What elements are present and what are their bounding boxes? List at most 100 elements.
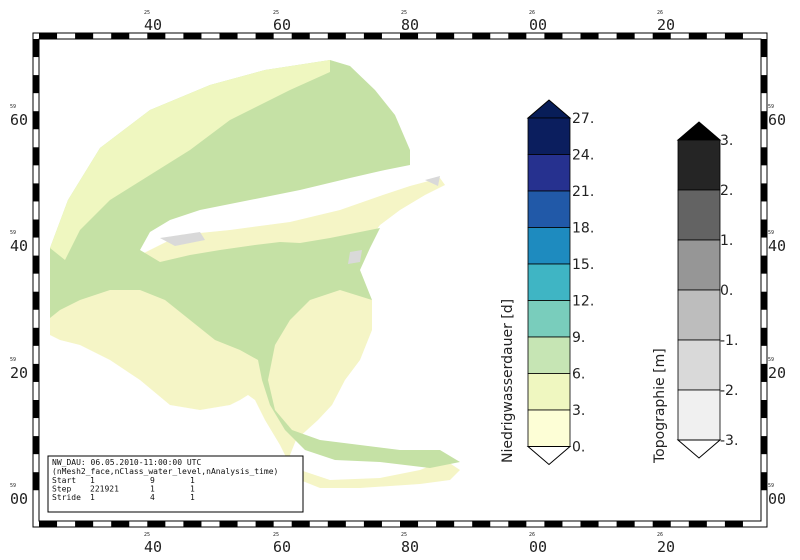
info-box: NW_DAU: 06.05.2010-11:00:00 UTC (nMesh2_… [47, 455, 304, 513]
border-segment [33, 327, 39, 346]
border-segment [761, 400, 767, 419]
x-tick-major-label: 20 [657, 16, 675, 34]
outer-shelf-region [50, 60, 330, 260]
border-segment [39, 521, 58, 527]
border-segment [472, 33, 491, 39]
y-tick-minor-label: 59 [768, 357, 774, 363]
x-tick-minor-label: 26 [529, 10, 535, 16]
info-row-value: 4 [150, 493, 155, 502]
x-tick-major-label: 00 [529, 16, 547, 34]
colorbar-cell [677, 189, 721, 241]
info-row-name: Start [52, 476, 76, 485]
y-tick-major-label: 60 [10, 111, 28, 129]
topography-colorbar: 3. 2. 1. 0. -1. -2. -3. [676, 121, 738, 459]
colorbar-tick-label: 3. [720, 133, 733, 149]
border-segment [33, 111, 39, 130]
x-tick-minor-label: 26 [657, 532, 663, 538]
info-row-value: 1 [90, 476, 95, 485]
border-segment [761, 147, 767, 166]
y-tick-major-label: 00 [768, 490, 786, 508]
info-row-value: 1 [150, 485, 155, 494]
border-segment [761, 39, 767, 58]
info-row-value: 1 [90, 493, 95, 502]
y-tick-minor-label: 59 [768, 483, 774, 489]
x-tick-minor-label: 25 [273, 10, 279, 16]
border-segment [616, 33, 635, 39]
colorbar-tick-label: 9. [572, 330, 585, 346]
border-segment [688, 33, 707, 39]
border-segment [183, 521, 202, 527]
colorbar-cell [527, 117, 571, 155]
colorbar-cell [527, 263, 571, 301]
border-segment [255, 33, 274, 39]
colorbar-tick-label: 21. [572, 184, 594, 200]
x-tick-major-label: 40 [144, 16, 162, 34]
border-segment [436, 33, 455, 39]
border-segment [544, 521, 563, 527]
border-segment [33, 400, 39, 419]
info-row-name: Stride [52, 493, 81, 502]
border-segment [75, 521, 94, 527]
border-segment [111, 33, 130, 39]
y-tick-major-label: 20 [10, 364, 28, 382]
colorbar-cell [527, 336, 571, 374]
x-tick-major-label: 60 [273, 16, 291, 34]
colorbar-cell [677, 289, 721, 341]
border-segment [761, 111, 767, 130]
colorbar-tick-label: 6. [572, 367, 585, 383]
colorbar-cell [527, 409, 571, 447]
border-segment [400, 521, 419, 527]
border-segment [33, 75, 39, 94]
border-segment [761, 363, 767, 382]
border-segment [652, 521, 671, 527]
x-tick-major-label: 80 [401, 16, 419, 34]
x-tick-major-label: 20 [657, 538, 675, 556]
border-segment [33, 39, 39, 58]
border-segment [75, 33, 94, 39]
border-segment [219, 33, 238, 39]
y-tick-major-label: 00 [10, 490, 28, 508]
border-segment [33, 291, 39, 310]
border-segment [724, 33, 743, 39]
border-segment [363, 33, 382, 39]
border-segment [544, 33, 563, 39]
info-title: NW_DAU: 06.05.2010-11:00:00 UTC [52, 458, 201, 467]
colorbar-tick-label: 0. [720, 283, 733, 299]
border-segment [291, 33, 310, 39]
x-tick-major-label: 80 [401, 538, 419, 556]
colorbar-cell [527, 190, 571, 228]
border-segment [724, 521, 743, 527]
colorbar-tick-label: 27. [572, 111, 594, 127]
x-tick-minor-label: 26 [657, 10, 663, 16]
y-tick-major-label: 60 [768, 111, 786, 129]
colorbar-cell [527, 227, 571, 265]
border-segment [761, 183, 767, 202]
info-row-value: 9 [150, 476, 155, 485]
border-segment [183, 33, 202, 39]
colorbar-tick-label: -1. [720, 333, 738, 349]
border-segment [33, 436, 39, 455]
border-segment [327, 33, 346, 39]
topography-colorbar-title: Topographie [m] [652, 348, 668, 464]
border-segment [33, 183, 39, 202]
colorbar-bottom-arrow [676, 439, 722, 459]
colorbar-tick-label: 1. [720, 233, 733, 249]
x-tick-minor-label: 25 [401, 532, 407, 538]
colorbar-tick-label: -2. [720, 383, 738, 399]
info-row-value: 1 [190, 493, 195, 502]
x-tick-major-label: 60 [273, 538, 291, 556]
info-row-value: 1 [190, 485, 195, 494]
topo-patch [348, 250, 362, 264]
border-segment [33, 219, 39, 238]
colorbar-tick-label: 15. [572, 257, 594, 273]
axis-tick-labels: 2540254025602560258025802600260026202620… [10, 10, 786, 556]
border-segment [508, 521, 527, 527]
colorbar-cell [527, 300, 571, 338]
x-tick-minor-label: 25 [273, 532, 279, 538]
colorbar-cell [677, 389, 721, 441]
border-segment [33, 472, 39, 491]
border-segment [255, 521, 274, 527]
border-segment [39, 33, 58, 39]
